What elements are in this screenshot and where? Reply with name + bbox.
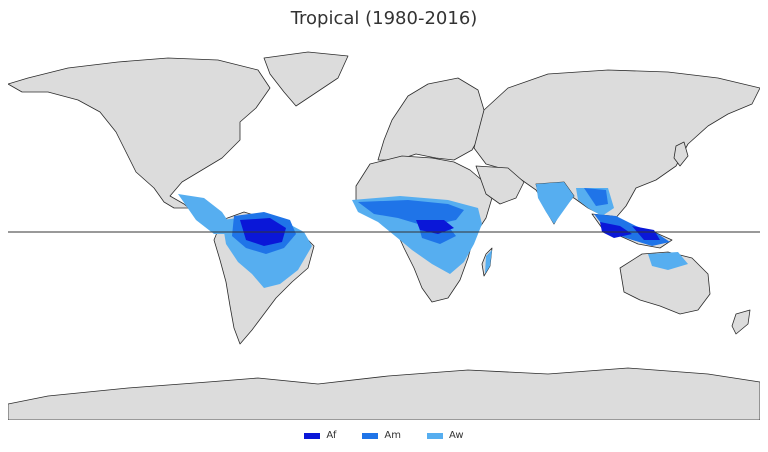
legend-label-aw: Aw: [448, 430, 464, 441]
legend-swatch-am: [362, 432, 379, 439]
japan-landmass: [673, 141, 689, 167]
asia-landmass: [473, 69, 760, 221]
legend-item-af: Af: [304, 430, 336, 441]
legend-item-aw: Aw: [426, 430, 464, 441]
new-zealand-landmass: [731, 309, 751, 335]
legend-swatch-aw: [426, 432, 443, 439]
greenland-landmass: [263, 51, 349, 107]
legend-swatch-af: [304, 432, 321, 439]
arabia-landmass: [475, 165, 525, 205]
legend-label-am: Am: [384, 430, 401, 441]
legend-label-af: Af: [326, 430, 337, 441]
north-america-landmass: [8, 57, 271, 231]
legend: Af Am Aw: [0, 430, 768, 441]
australia-landmass: [619, 251, 711, 315]
map-title: Tropical (1980-2016): [290, 8, 478, 29]
europe-landmass: [377, 77, 485, 161]
legend-item-am: Am: [362, 430, 401, 441]
world-map: [8, 51, 760, 420]
antarctica-landmass: [8, 367, 760, 420]
